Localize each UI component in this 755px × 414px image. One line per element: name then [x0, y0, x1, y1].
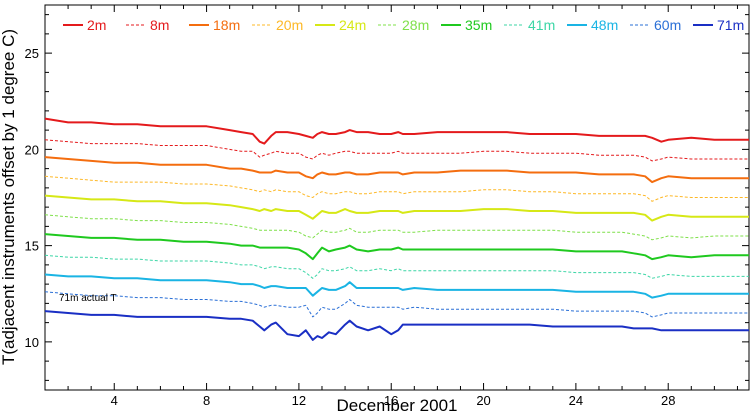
legend-label-24m: 24m: [339, 17, 366, 33]
series-line-24m: [44, 194, 749, 222]
legend-label-41m: 41m: [528, 17, 555, 33]
series-line-48m: [44, 273, 749, 299]
y-axis-title: T(adjacent instruments offset by 1 degre…: [0, 29, 18, 365]
series-annotation: 71m actual T: [59, 293, 117, 304]
series-line-60m: [44, 291, 749, 318]
series-line-8m: [44, 139, 749, 162]
y-tick-label: 20: [25, 142, 39, 157]
plot-frame: [44, 4, 750, 391]
x-tick-label: 8: [203, 393, 210, 408]
legend-label-18m: 18m: [213, 17, 240, 33]
x-tick-label: 20: [476, 393, 490, 408]
series-line-20m: [44, 175, 749, 202]
legend-label-20m: 20m: [276, 17, 303, 33]
series-line-28m: [44, 214, 749, 241]
x-axis-title: December 2001: [337, 396, 458, 414]
legend-label-71m: 71m: [717, 17, 744, 33]
x-tick-label: 28: [661, 393, 675, 408]
series-line-41m: [44, 254, 749, 279]
x-tick-label: 12: [292, 393, 306, 408]
x-tick-label: 16: [384, 393, 398, 408]
legend-label-60m: 60m: [654, 17, 681, 33]
series-line-35m: [44, 233, 749, 261]
legend-label-8m: 8m: [150, 17, 169, 33]
y-tick-label: 10: [25, 335, 39, 350]
legend-label-35m: 35m: [465, 17, 492, 33]
series-line-18m: [44, 156, 749, 184]
y-tick-label: 25: [25, 46, 39, 61]
legend-label-48m: 48m: [591, 17, 618, 33]
series-line-2m: [44, 117, 749, 145]
axis-layer: 4 8 12 16 20 24 28 10 15 20 25: [25, 5, 749, 408]
x-tick-label: 24: [569, 393, 583, 408]
series-line-71m: [44, 310, 749, 341]
x-tick-label: 4: [111, 393, 118, 408]
series-layer: [44, 117, 749, 341]
legend-label-2m: 2m: [87, 17, 106, 33]
y-tick-label: 15: [25, 239, 39, 254]
legend-label-28m: 28m: [402, 17, 429, 33]
legend: 2m 8m 18m 20m 24m 28m 35m 41m 48m 60m 71m: [63, 17, 744, 33]
